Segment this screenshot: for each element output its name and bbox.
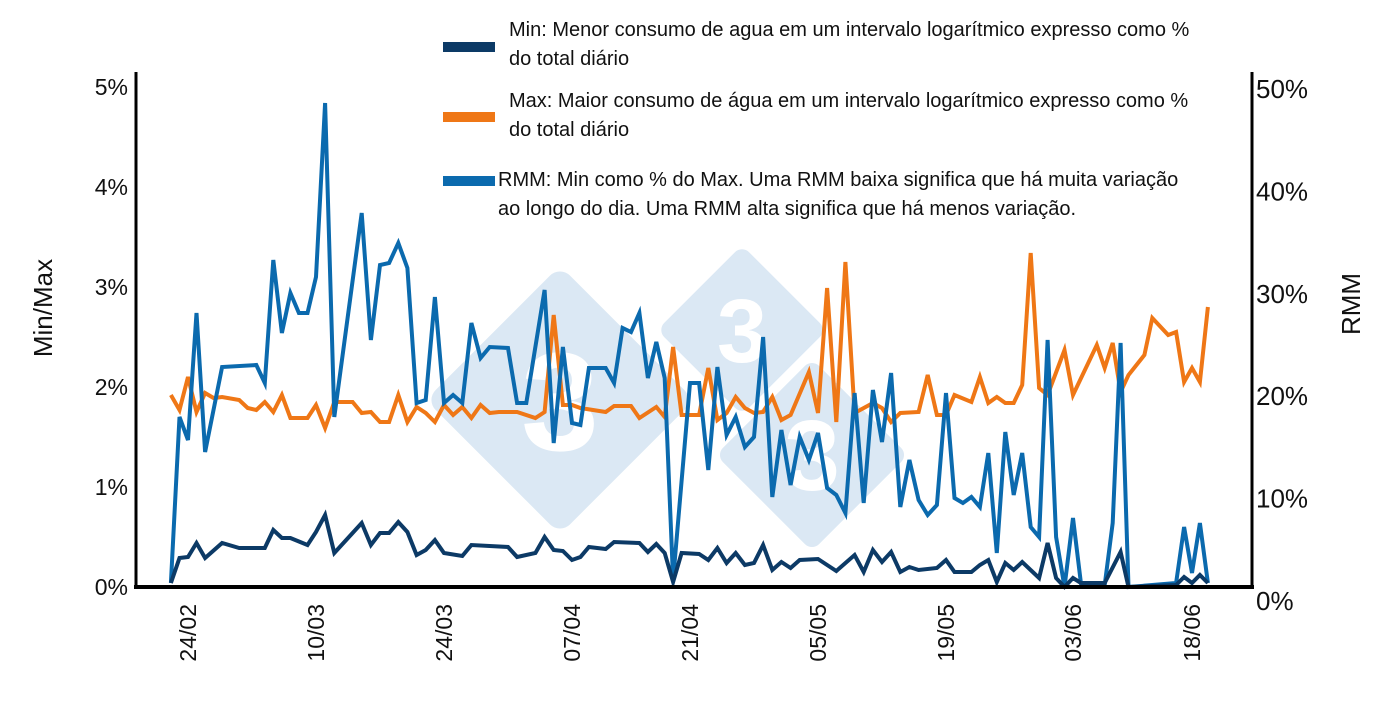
y-tick-label-left: 0% (95, 574, 128, 600)
right-axis-title: RMM (1336, 273, 1366, 335)
x-tick-label: 05/05 (805, 604, 831, 662)
legend-swatch-rmm (443, 176, 495, 186)
y-tick-label-right: 40% (1256, 176, 1308, 206)
x-tick-label: 24/02 (175, 604, 201, 662)
legend-label-rmm: RMM: Min como % do Max. Uma RMM baixa si… (498, 169, 1179, 220)
y-tick-label-right: 50% (1256, 74, 1308, 104)
series-line-min (169, 509, 1210, 590)
svg-text:3: 3 (521, 323, 599, 480)
y-tick-label-right: 10% (1256, 484, 1308, 514)
y-tick-label-right: 0% (1256, 586, 1294, 616)
series-rmm (168, 102, 1210, 590)
y-tick-label-left: 4% (95, 174, 128, 200)
y-tick-label-left: 1% (95, 474, 128, 500)
legend-label-min: Min: Menor consumo de agua em um interva… (509, 19, 1190, 70)
x-tick-label: 21/04 (677, 604, 703, 662)
x-tick-label: 19/05 (933, 604, 959, 662)
legend-label-max: Max: Maior consumo de água em um interva… (509, 90, 1189, 141)
x-tick-label: 10/03 (303, 604, 329, 662)
legend-swatch-max (443, 112, 495, 122)
y-tick-label-left: 3% (95, 274, 128, 300)
x-tick-label: 24/03 (431, 604, 457, 662)
y-tick-label-right: 30% (1256, 279, 1308, 309)
series-min (169, 509, 1210, 590)
series-max (169, 252, 1210, 434)
x-tick-label: 03/06 (1060, 604, 1086, 662)
x-tick-label: 07/04 (559, 604, 585, 662)
series-line-rmm (168, 102, 1210, 590)
y-tick-label-left: 5% (95, 74, 128, 100)
x-tick-label: 18/06 (1179, 604, 1205, 662)
series-line-max (169, 252, 1210, 434)
y-tick-label-right: 20% (1256, 381, 1308, 411)
left-axis-title: Min/Max (28, 259, 58, 357)
legend-swatch-min (443, 42, 495, 52)
y-tick-label-left: 2% (95, 374, 128, 400)
